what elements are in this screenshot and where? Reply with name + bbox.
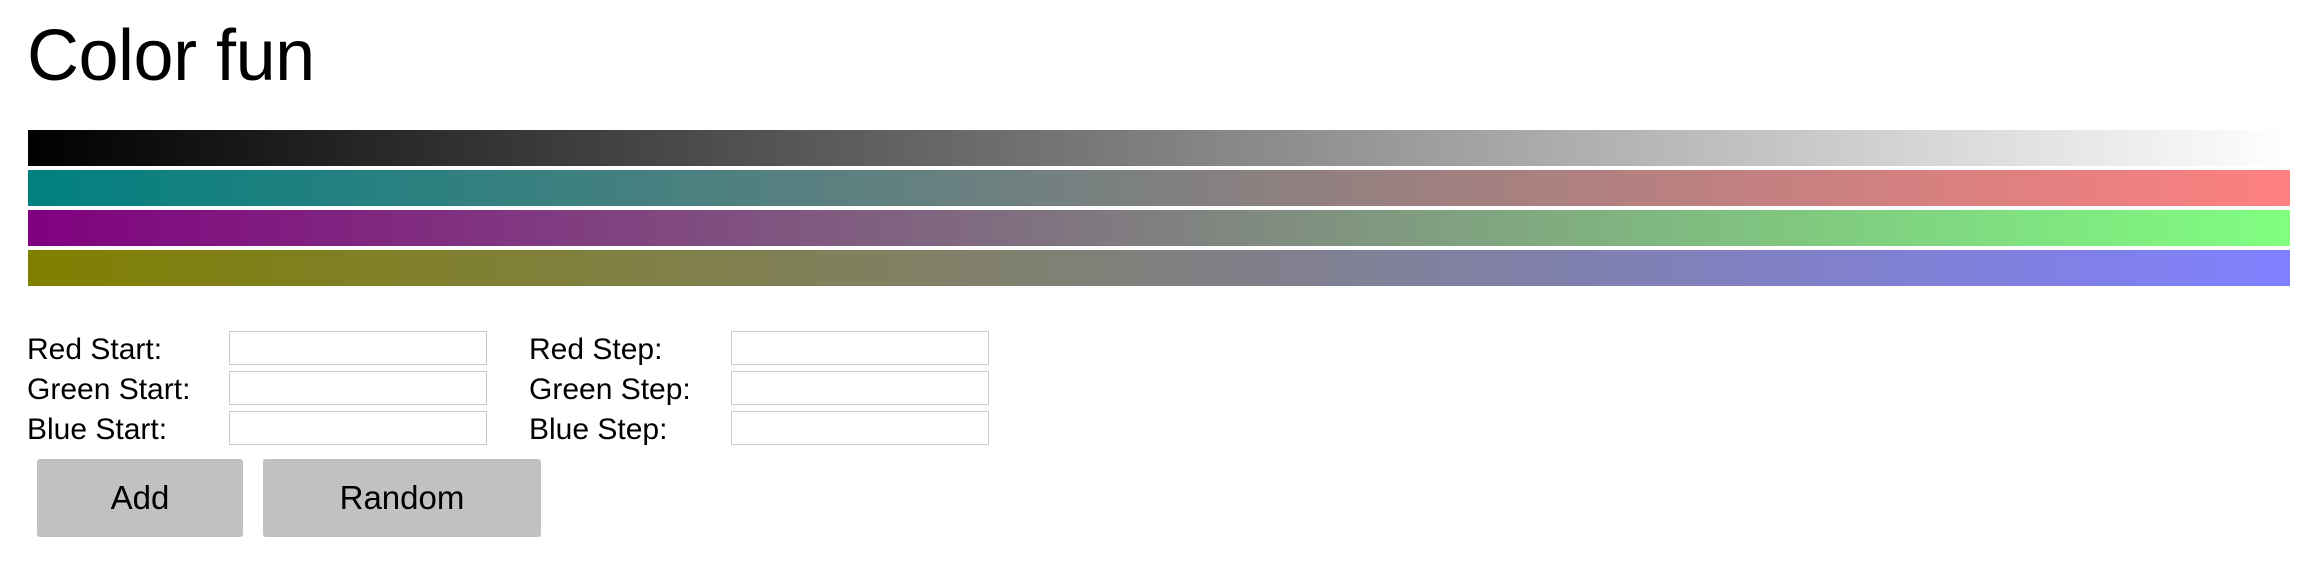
blue-step-input[interactable] (731, 411, 989, 445)
red-start-input[interactable] (229, 331, 487, 365)
add-button[interactable]: Add (37, 459, 243, 537)
gradient-bars (28, 130, 2290, 290)
random-button[interactable]: Random (263, 459, 541, 537)
gradient-bar (28, 170, 2290, 206)
blue-start-label: Blue Start: (27, 413, 168, 446)
green-step-label: Green Step: (529, 373, 691, 406)
blue-start-input[interactable] (229, 411, 487, 445)
red-step-input[interactable] (731, 331, 989, 365)
red-start-label: Red Start: (27, 333, 163, 366)
red-step-label: Red Step: (529, 333, 663, 366)
blue-step-label: Blue Step: (529, 413, 668, 446)
page-title: Color fun (27, 16, 315, 96)
gradient-bar (28, 210, 2290, 246)
green-step-input[interactable] (731, 371, 989, 405)
gradient-bar (28, 130, 2290, 166)
green-start-input[interactable] (229, 371, 487, 405)
gradient-bar (28, 250, 2290, 286)
green-start-label: Green Start: (27, 373, 191, 406)
